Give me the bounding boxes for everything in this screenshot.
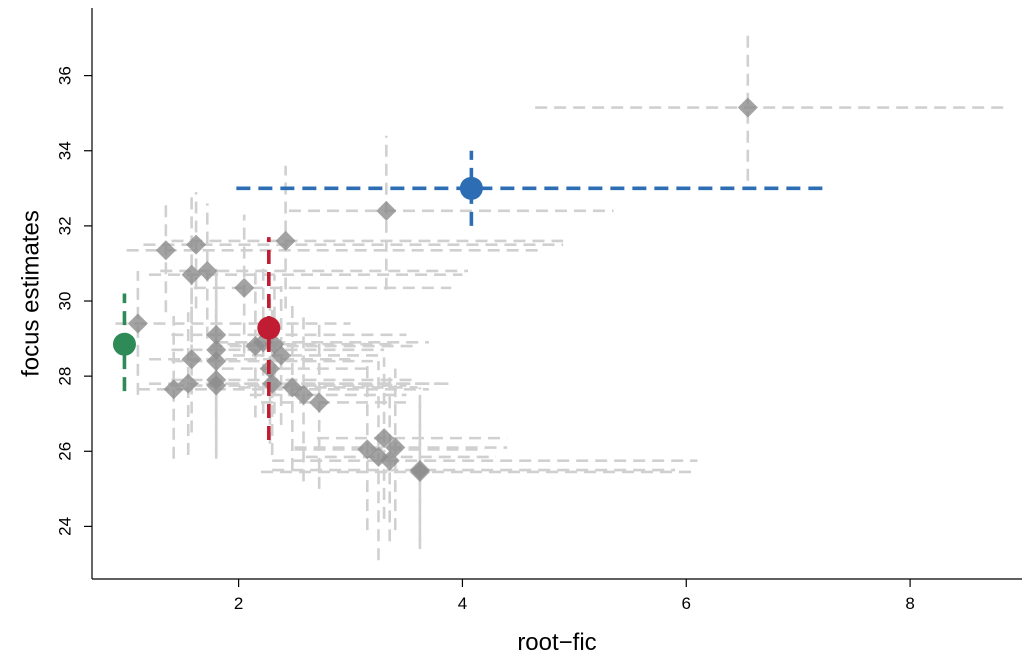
data-point-diamond — [178, 373, 199, 394]
data-point-diamond — [197, 260, 218, 281]
data-point-diamond — [155, 240, 176, 261]
highlight-point — [112, 332, 136, 356]
data-point-diamond — [127, 313, 148, 334]
x-tick-label: 2 — [234, 594, 243, 613]
data-point-diamond — [234, 277, 255, 298]
y-tick-label: 24 — [55, 517, 74, 536]
y-tick-label: 30 — [55, 292, 74, 311]
plot-frame — [91, 8, 1022, 580]
highlight-point — [459, 176, 483, 200]
data-point-diamond — [374, 428, 395, 449]
data-point-diamond — [206, 351, 227, 372]
y-tick-label: 34 — [55, 141, 74, 160]
x-tick-label: 4 — [458, 594, 467, 613]
y-tick-label: 32 — [55, 216, 74, 235]
data-point-diamond — [379, 450, 400, 471]
data-point-diamond — [376, 200, 397, 221]
data-point-diamond — [206, 324, 227, 345]
y-axis-ticks: 24 26 28 30 32 34 36 — [55, 66, 92, 536]
data-point-diamond — [293, 384, 314, 405]
data-point-diamond — [275, 230, 296, 251]
data-point-diamond — [181, 349, 202, 370]
y-tick-label: 26 — [55, 442, 74, 461]
x-axis-ticks: 2 4 6 8 — [234, 579, 915, 613]
data-point-diamond — [206, 339, 227, 360]
data-point-diamond — [206, 375, 227, 396]
data-point-diamond — [309, 392, 330, 413]
data-point-diamond — [262, 373, 283, 394]
y-axis-title: focus estimates — [17, 210, 44, 377]
data-point-diamond — [737, 97, 758, 118]
data-point-diamond — [181, 264, 202, 285]
point-layer — [112, 97, 830, 482]
y-tick-label: 36 — [55, 66, 74, 85]
highlight-point — [257, 316, 281, 340]
data-point-diamond — [186, 234, 207, 255]
data-point-diamond — [409, 461, 430, 482]
x-axis-title: root−fic — [517, 629, 596, 656]
x-tick-label: 6 — [682, 594, 691, 613]
data-point-diamond — [271, 345, 292, 366]
x-tick-label: 8 — [905, 594, 914, 613]
highlight-interval — [236, 150, 830, 226]
data-point-diamond — [163, 379, 184, 400]
interval-layer — [115, 34, 1006, 561]
y-tick-label: 28 — [55, 367, 74, 386]
